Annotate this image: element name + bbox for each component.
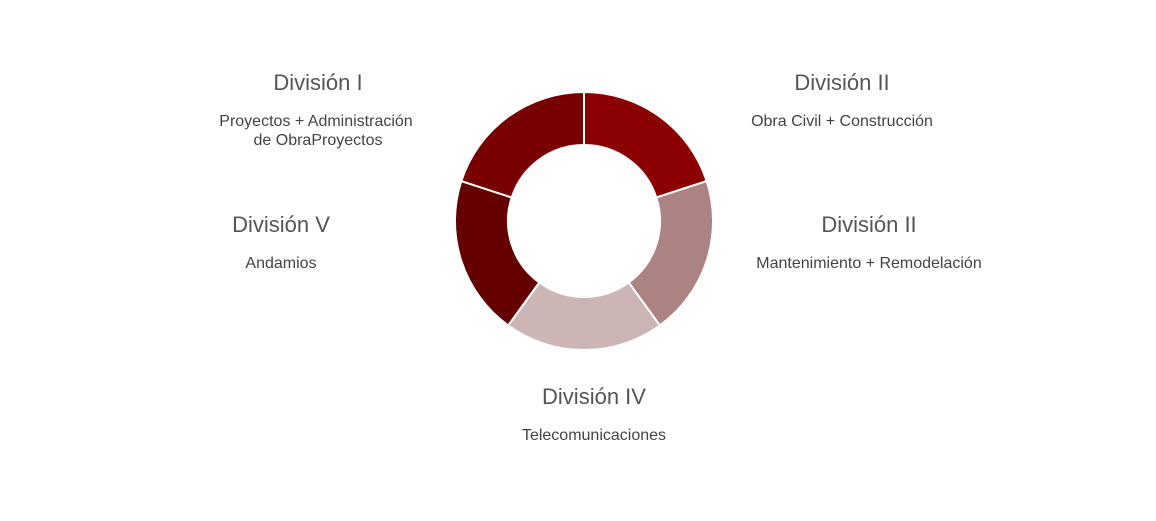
- division-title: División V: [232, 212, 330, 237]
- division-title: División IV: [542, 384, 646, 409]
- division-description: de ObraProyectos: [254, 132, 383, 149]
- division-description: Telecomunicaciones: [522, 427, 666, 444]
- division-title: División I: [273, 70, 362, 95]
- segment: [460, 90, 585, 199]
- division-title: División II: [821, 212, 916, 237]
- segment: [583, 90, 708, 199]
- division-description: Proyectos + Administración: [219, 113, 412, 130]
- division-description: Mantenimiento + Remodelación: [756, 255, 981, 272]
- division-description: Andamios: [245, 255, 316, 272]
- division-title: División II: [794, 70, 889, 95]
- donut: [454, 90, 714, 352]
- division-description: Obra Civil + Construcción: [751, 113, 933, 130]
